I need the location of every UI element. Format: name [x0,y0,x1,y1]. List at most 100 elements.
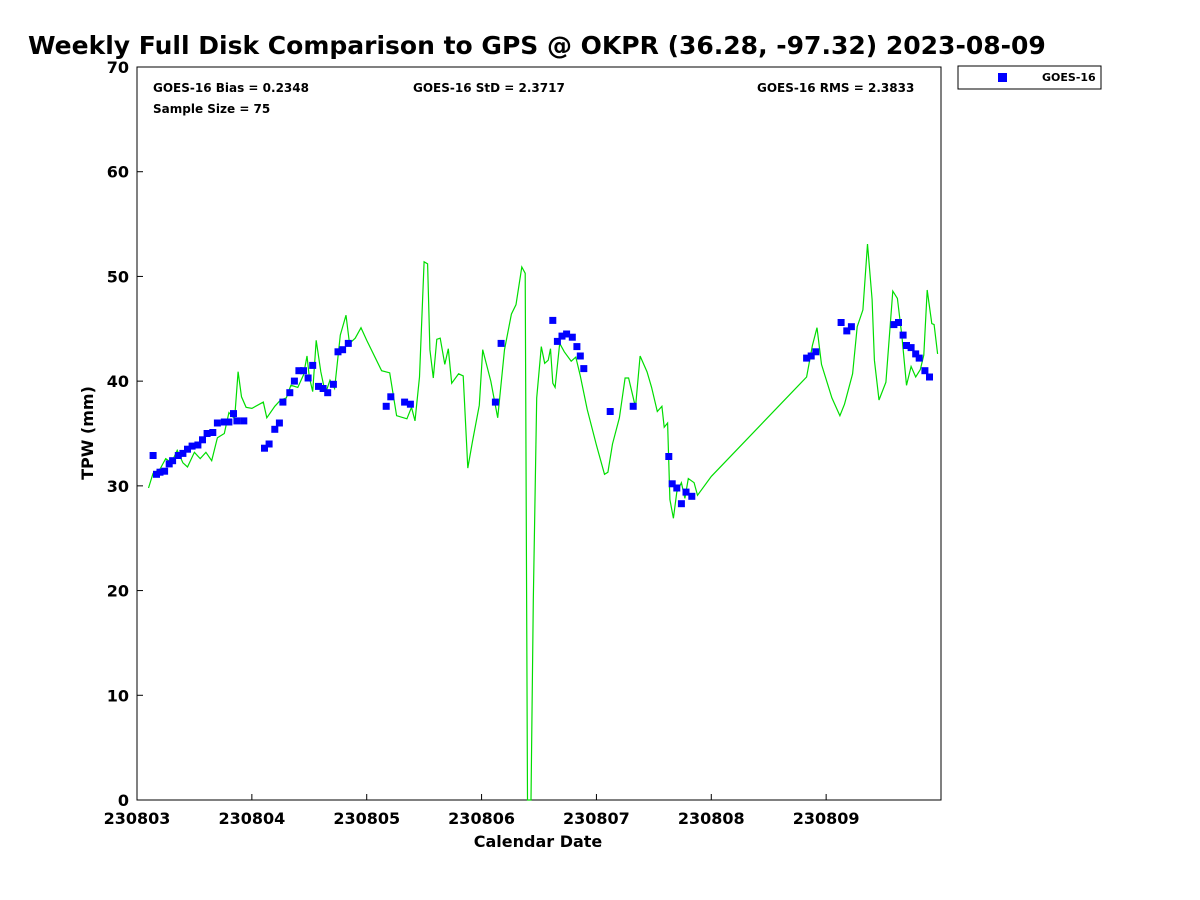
goes16-point-72 [915,354,923,362]
goes16-point-70 [907,344,915,352]
goes16-point-51 [580,365,588,373]
legend: GOES-16 [957,65,1102,90]
goes16-point-46 [558,332,566,340]
goes16-point-65 [847,323,855,331]
chart-title: Weekly Full Disk Comparison to GPS @ OKP… [28,31,1046,60]
goes16-point-52 [606,408,614,415]
legend-box [957,65,1102,90]
goes16-point-33 [324,389,332,397]
sample-size-label: Sample Size = 75 [153,102,270,116]
goes16-point-13 [209,429,217,436]
goes16-point-37 [344,339,352,347]
goes16-point-68 [899,331,907,339]
goes16-point-2 [156,468,164,476]
goes16-point-23 [275,419,283,427]
rms-label: GOES-16 RMS = 2.3833 [757,81,914,95]
goes16-point-59 [688,492,696,500]
goes16-point-6 [174,452,182,459]
x-tick-label-4: 230807 [563,809,630,828]
y-tick-label-1: 10 [107,686,129,705]
bias-label: GOES-16 Bias = 0.2348 [153,81,309,95]
goes16-point-67 [895,319,902,326]
y-tick-label-7: 70 [107,58,129,77]
goes16-point-34 [329,380,337,388]
goes16-point-15 [220,418,228,426]
legend-label-goes16: GOES-16 [1042,71,1096,84]
goes16-point-54 [665,453,673,460]
goes16-point-48 [568,333,576,341]
y-axis-ticks: 0 10 20 30 40 50 60 70 [107,58,143,810]
goes16-point-55 [668,480,676,488]
goes16-point-69 [903,342,910,349]
x-tick-label-0: 230803 [104,809,171,828]
goes16-point-24 [279,398,287,406]
y-tick-label-5: 50 [107,267,129,286]
goes16-point-60 [803,354,811,362]
goes16-point-43 [497,339,505,347]
goes16-point-7 [179,449,187,457]
goes16-point-8 [184,445,191,453]
y-tick-label-3: 30 [107,477,129,496]
goes16-point-20 [261,444,268,452]
goes16-point-22 [271,425,279,433]
goes16-point-16 [225,418,233,426]
goes16-point-26 [290,377,298,385]
goes16-point-19 [240,417,248,425]
goes16-point-40 [401,398,409,406]
goes16-point-44 [549,316,557,324]
goes16-point-10 [194,441,202,449]
goes16-point-74 [926,373,933,381]
goes16-point-28 [300,367,307,375]
goes16-point-62 [812,348,820,356]
x-axis-ticks: 230803 230804 230805 230806 230807 230808 2308… [104,794,860,828]
goes16-point-3 [161,467,169,475]
std-label: GOES-16 StD = 2.3717 [413,81,565,95]
y-tick-label-6: 60 [107,163,129,182]
goes16-point-45 [553,337,561,345]
goes16-point-38 [382,402,390,410]
goes16-point-32 [319,385,327,392]
goes16-point-73 [921,367,929,375]
y-tick-label-2: 20 [107,582,129,601]
goes16-point-5 [169,457,177,465]
goes16-point-57 [677,500,685,508]
goes16-point-47 [563,330,571,338]
y-tick-label-0: 0 [118,791,129,810]
goes16-point-30 [309,361,317,369]
x-tick-label-2: 230805 [333,809,400,828]
goes16-point-71 [912,350,920,358]
goes16-point-56 [673,484,681,492]
x-tick-label-6: 230809 [793,809,860,828]
goes16-point-0 [149,452,157,459]
goes16-point-66 [890,321,898,329]
legend-marker-goes16 [998,73,1007,82]
goes16-point-9 [188,442,196,450]
goes16-point-36 [339,346,347,354]
x-tick-label-1: 230804 [218,809,285,828]
x-tick-label-3: 230806 [448,809,515,828]
goes16-point-41 [406,400,414,408]
goes16-point-31 [315,382,322,390]
goes16-point-12 [203,430,211,437]
goes16-point-64 [843,327,851,335]
plot-area [136,66,942,801]
goes16-point-39 [387,393,395,401]
goes16-point-58 [682,488,690,496]
x-axis-label: Calendar Date [474,832,603,851]
goes16-point-63 [837,319,845,326]
x-tick-label-5: 230808 [678,809,745,828]
goes16-point-29 [304,374,312,382]
goes16-point-53 [629,402,637,410]
goes16-point-50 [576,352,584,360]
goes16-point-27 [295,367,303,375]
goes16-point-25 [286,389,294,397]
y-axis-label: TPW (mm) [78,386,97,480]
y-tick-label-4: 40 [107,372,129,391]
goes16-point-42 [491,398,499,406]
goes16-point-35 [334,348,342,356]
goes16-point-61 [807,352,815,360]
goes16-point-11 [199,436,206,444]
goes16-point-17 [230,410,237,418]
goes16-point-21 [265,440,273,448]
